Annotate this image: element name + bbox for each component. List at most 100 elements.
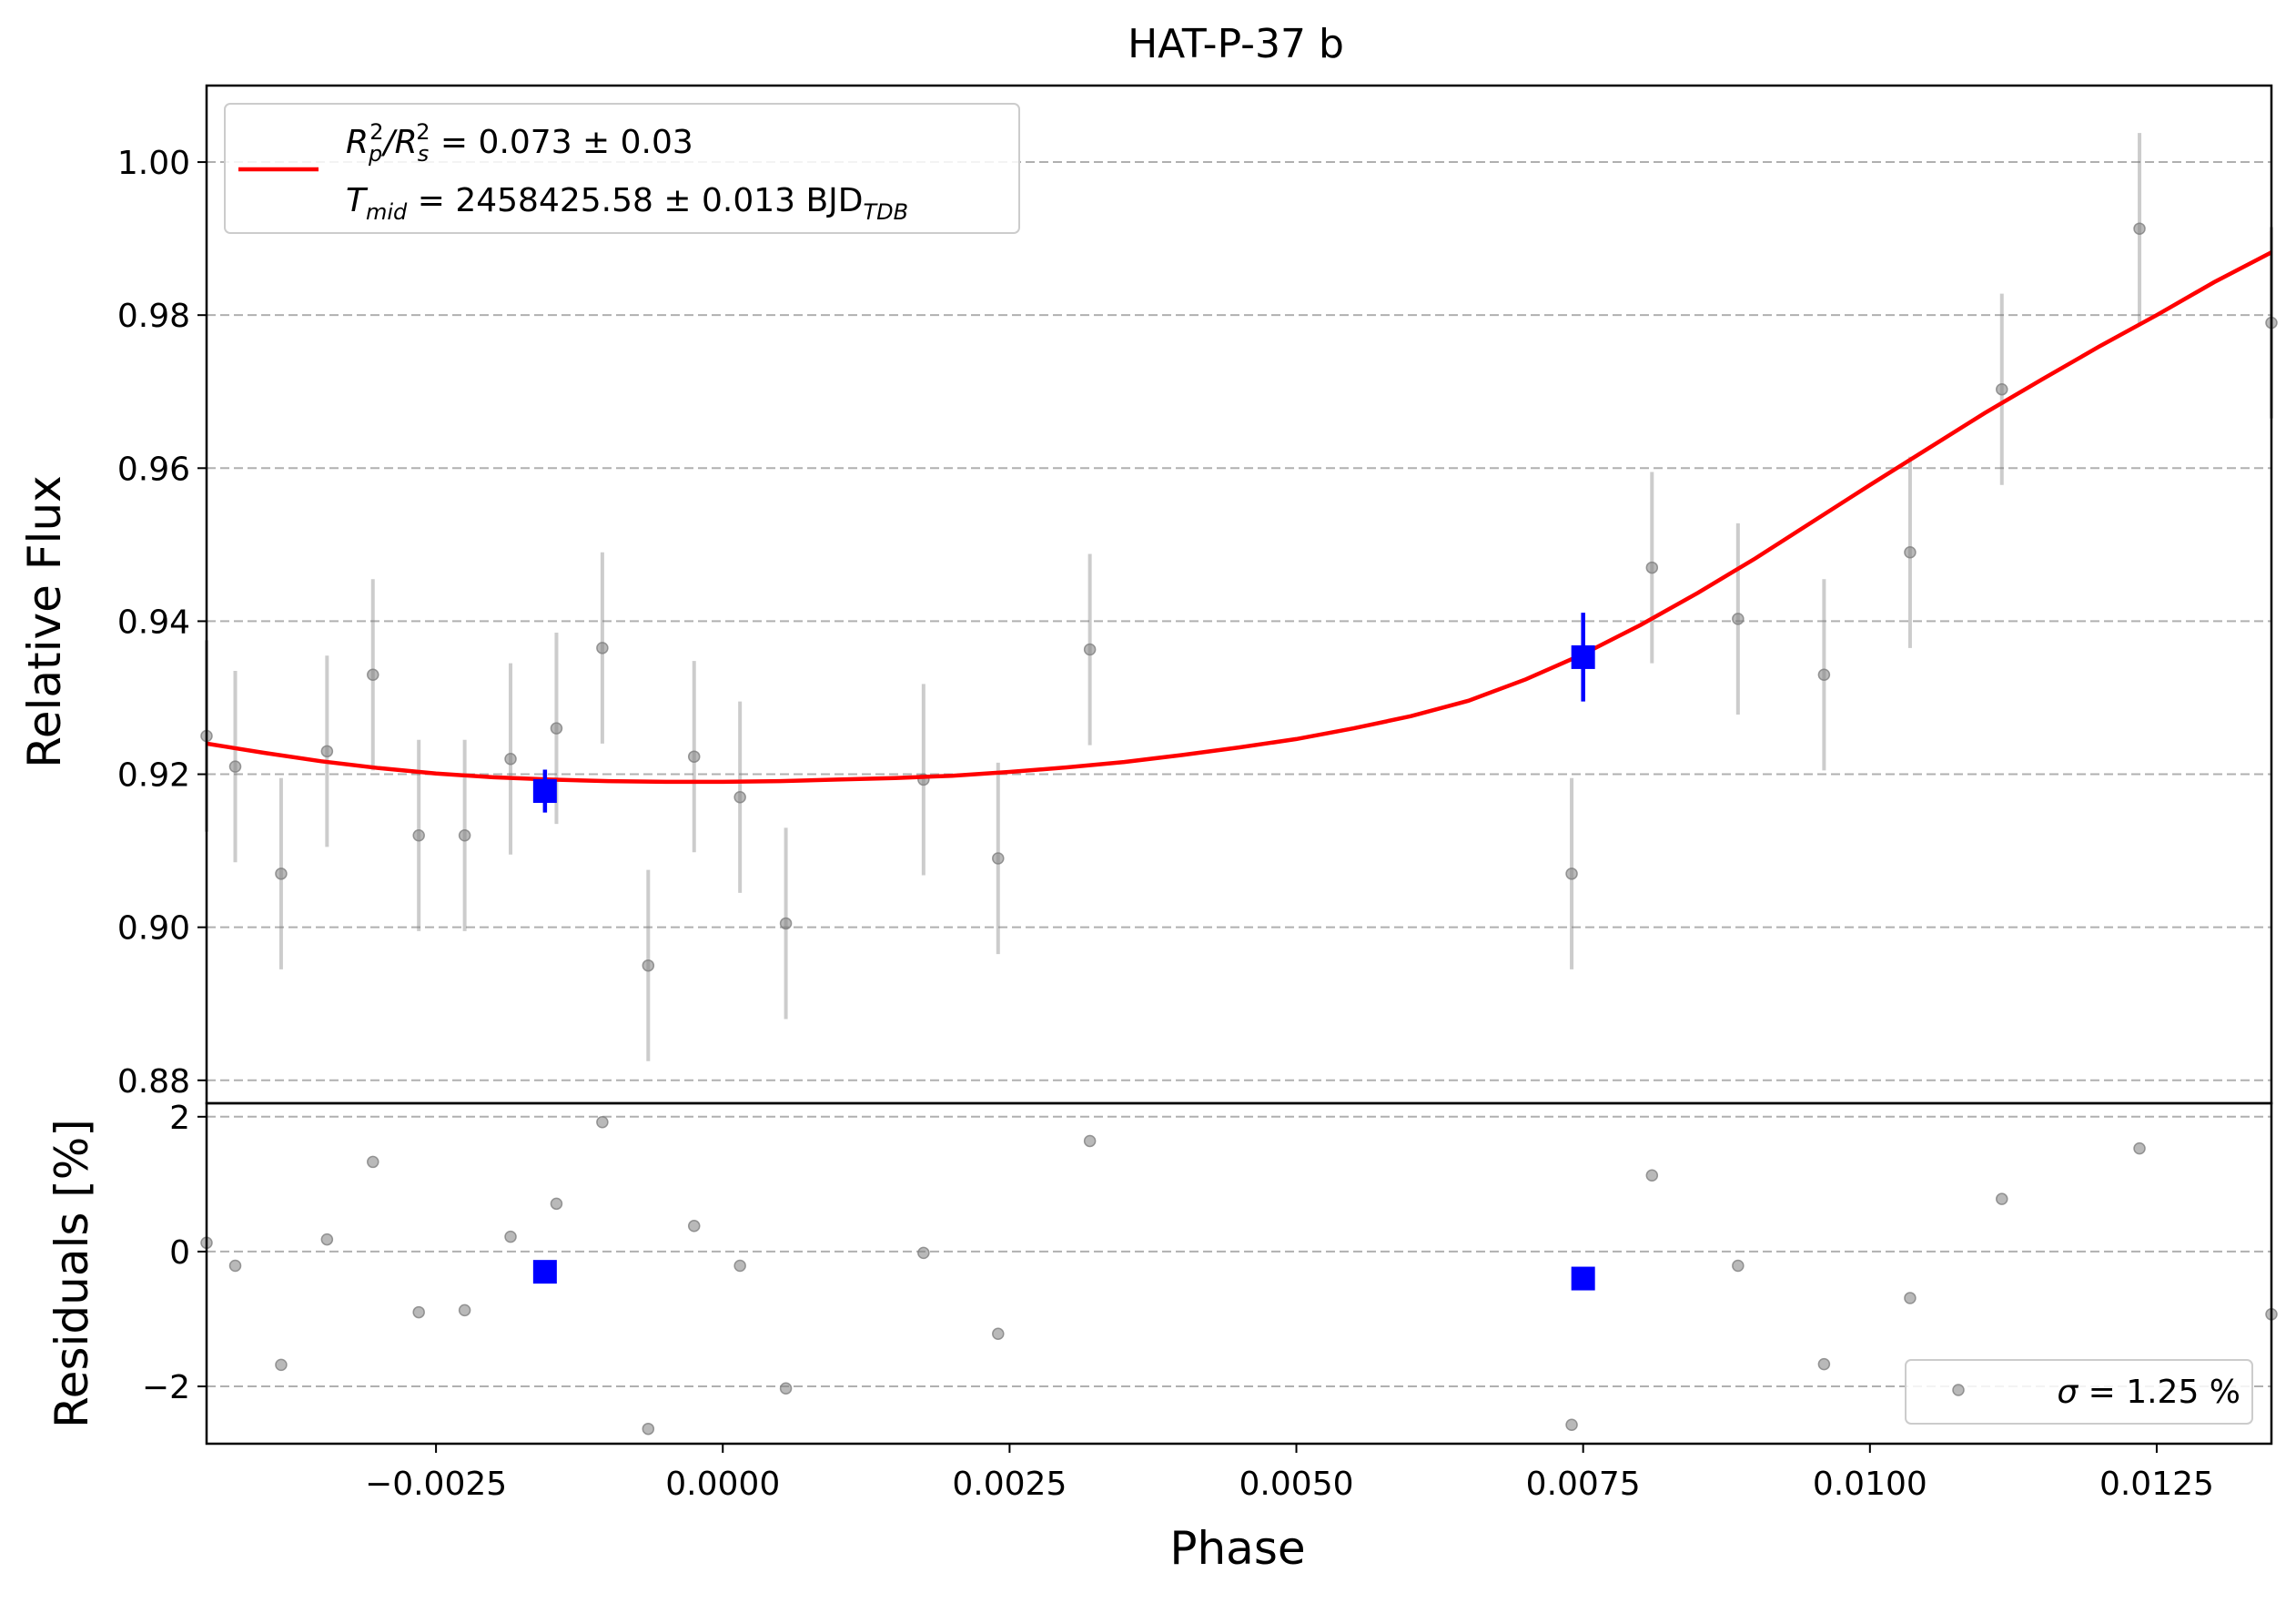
top-data-point <box>367 668 379 682</box>
top-plot-frame <box>205 84 2273 1105</box>
x-tick-label: 0.0075 <box>1526 1466 1641 1503</box>
residual-point <box>367 1155 379 1169</box>
top-data-point <box>1996 382 2008 396</box>
bottom-y-axis-label: Residuals [%] <box>46 1119 98 1428</box>
top-data-point <box>733 791 746 804</box>
top-data-point <box>1083 643 1097 656</box>
residual-point <box>1904 1292 1917 1304</box>
residual-point <box>779 1382 793 1395</box>
x-axis-label: Phase <box>1169 1522 1305 1575</box>
legend-t-sub: mid <box>366 199 408 225</box>
bottom-x-ticks: −0.0025 0.0000 0.0025 0.0050 0.0075 0.0100 0.0… <box>365 1444 2214 1503</box>
legend-sigma-symbol: σ <box>2057 1374 2079 1411</box>
residual-point <box>596 1115 609 1129</box>
bottom-y-tick-label: −2 <box>142 1369 190 1406</box>
legend-rp-symbol: R <box>346 124 369 161</box>
top-data-point <box>275 867 288 880</box>
residual-point <box>1732 1259 1745 1273</box>
top-points <box>200 222 2278 972</box>
x-tick-label: 0.0000 <box>665 1466 780 1503</box>
top-data-point <box>642 959 655 972</box>
residual-point <box>733 1259 746 1273</box>
top-y-tick-label: 0.98 <box>117 298 190 335</box>
top-data-point <box>1565 867 1578 880</box>
legend-tmid-value: = 2458425.58 ± 0.013 BJD <box>407 182 863 219</box>
residual-point <box>320 1233 334 1246</box>
top-binned-point <box>532 779 557 804</box>
bottom-plot-frame <box>205 1101 2273 1446</box>
x-tick-label: 0.0125 <box>2099 1466 2214 1503</box>
top-y-tick-label: 1.00 <box>117 145 190 182</box>
residual-point <box>2133 1141 2146 1155</box>
top-binned-point <box>1571 644 1595 669</box>
top-data-point <box>596 642 609 654</box>
residual-point <box>1996 1192 2008 1205</box>
residual-point <box>412 1305 425 1319</box>
x-tick-label: 0.0050 <box>1239 1466 1354 1503</box>
bottom-y-ticks: −2 0 2 <box>142 1100 207 1406</box>
residual-point <box>992 1327 1005 1341</box>
bottom-y-tick-label: 0 <box>169 1234 190 1272</box>
top-data-point <box>550 722 563 735</box>
residual-point <box>917 1246 930 1260</box>
top-data-point <box>687 750 701 763</box>
legend-sigma-value: = 1.25 % <box>2078 1374 2240 1411</box>
bottom-gridlines <box>207 1115 2271 1388</box>
bottom-panel: −2 0 2 −0.0025 0.0000 0.0025 0.0050 0.0075 0.01… <box>46 1100 2278 1575</box>
residual-point <box>458 1304 471 1317</box>
top-y-tick-label: 0.94 <box>117 604 190 641</box>
residual-point <box>1645 1169 1659 1182</box>
top-data-point <box>320 745 334 758</box>
binned-residual-point <box>1571 1266 1595 1291</box>
residual-point <box>275 1358 288 1372</box>
top-data-point <box>1645 561 1659 574</box>
top-y-tick-label: 0.90 <box>117 910 190 948</box>
top-y-axis-label: Relative Flux <box>18 475 71 767</box>
residual-point <box>642 1422 655 1436</box>
legend-residual-marker <box>1952 1384 1965 1396</box>
bottom-legend: σ = 1.25 % <box>1905 1359 2253 1425</box>
x-tick-label: 0.0025 <box>952 1466 1067 1503</box>
legend-sigma: σ = 1.25 % <box>2057 1374 2240 1411</box>
top-y-tick-label: 0.88 <box>117 1063 190 1101</box>
top-data-point <box>1817 668 1831 682</box>
top-errorbars <box>205 133 2273 1061</box>
top-data-point <box>992 852 1005 865</box>
top-gridlines <box>207 161 2271 1081</box>
model-curve <box>206 250 2273 785</box>
chart-title: HAT-P-37 b <box>1128 21 1344 67</box>
binned-residual-point <box>532 1260 557 1284</box>
top-y-tick-label: 0.92 <box>117 757 190 795</box>
top-data-point <box>458 829 471 842</box>
residual-point <box>1083 1134 1097 1148</box>
residual-point <box>550 1197 563 1211</box>
legend-rs-sup: 2 <box>416 119 430 145</box>
residual-point <box>228 1259 242 1273</box>
legend-rp-sub: p <box>368 141 382 167</box>
top-data-point <box>504 752 517 766</box>
residual-point <box>1817 1357 1831 1371</box>
top-panel: 0.88 0.90 0.92 0.94 0.96 0.98 1.00 Relative Fl… <box>18 84 2278 1105</box>
top-y-tick-label: 0.96 <box>117 451 190 488</box>
top-data-point <box>412 829 425 842</box>
legend-depth-value: = 0.073 ± 0.03 <box>430 124 693 161</box>
top-legend-box <box>224 103 1020 234</box>
bottom-legend-box <box>1905 1359 2253 1425</box>
top-y-ticks: 0.88 0.90 0.92 0.94 0.96 0.98 1.00 <box>117 145 207 1101</box>
top-data-point <box>779 917 793 930</box>
legend-rs-symbol: /R <box>381 124 418 161</box>
bottom-y-tick-label: 2 <box>169 1100 190 1137</box>
legend-rp-sup: 2 <box>369 119 383 145</box>
x-tick-label: −0.0025 <box>365 1466 507 1503</box>
residual-point <box>1565 1418 1578 1432</box>
top-data-point <box>1904 546 1917 559</box>
legend-tdb-sub: TDB <box>864 199 909 225</box>
legend-line-radius-ratio: Rp2/Rs2 = 0.073 ± 0.03 <box>346 119 693 167</box>
residual-point <box>504 1230 517 1243</box>
top-legend: Rp2/Rs2 = 0.073 ± 0.03 Tmid = 2458425.58… <box>224 103 1020 234</box>
bottom-binned-points <box>532 1260 1595 1291</box>
top-data-point <box>2133 222 2146 235</box>
top-data-point <box>1732 613 1745 625</box>
residual-point <box>687 1220 701 1233</box>
